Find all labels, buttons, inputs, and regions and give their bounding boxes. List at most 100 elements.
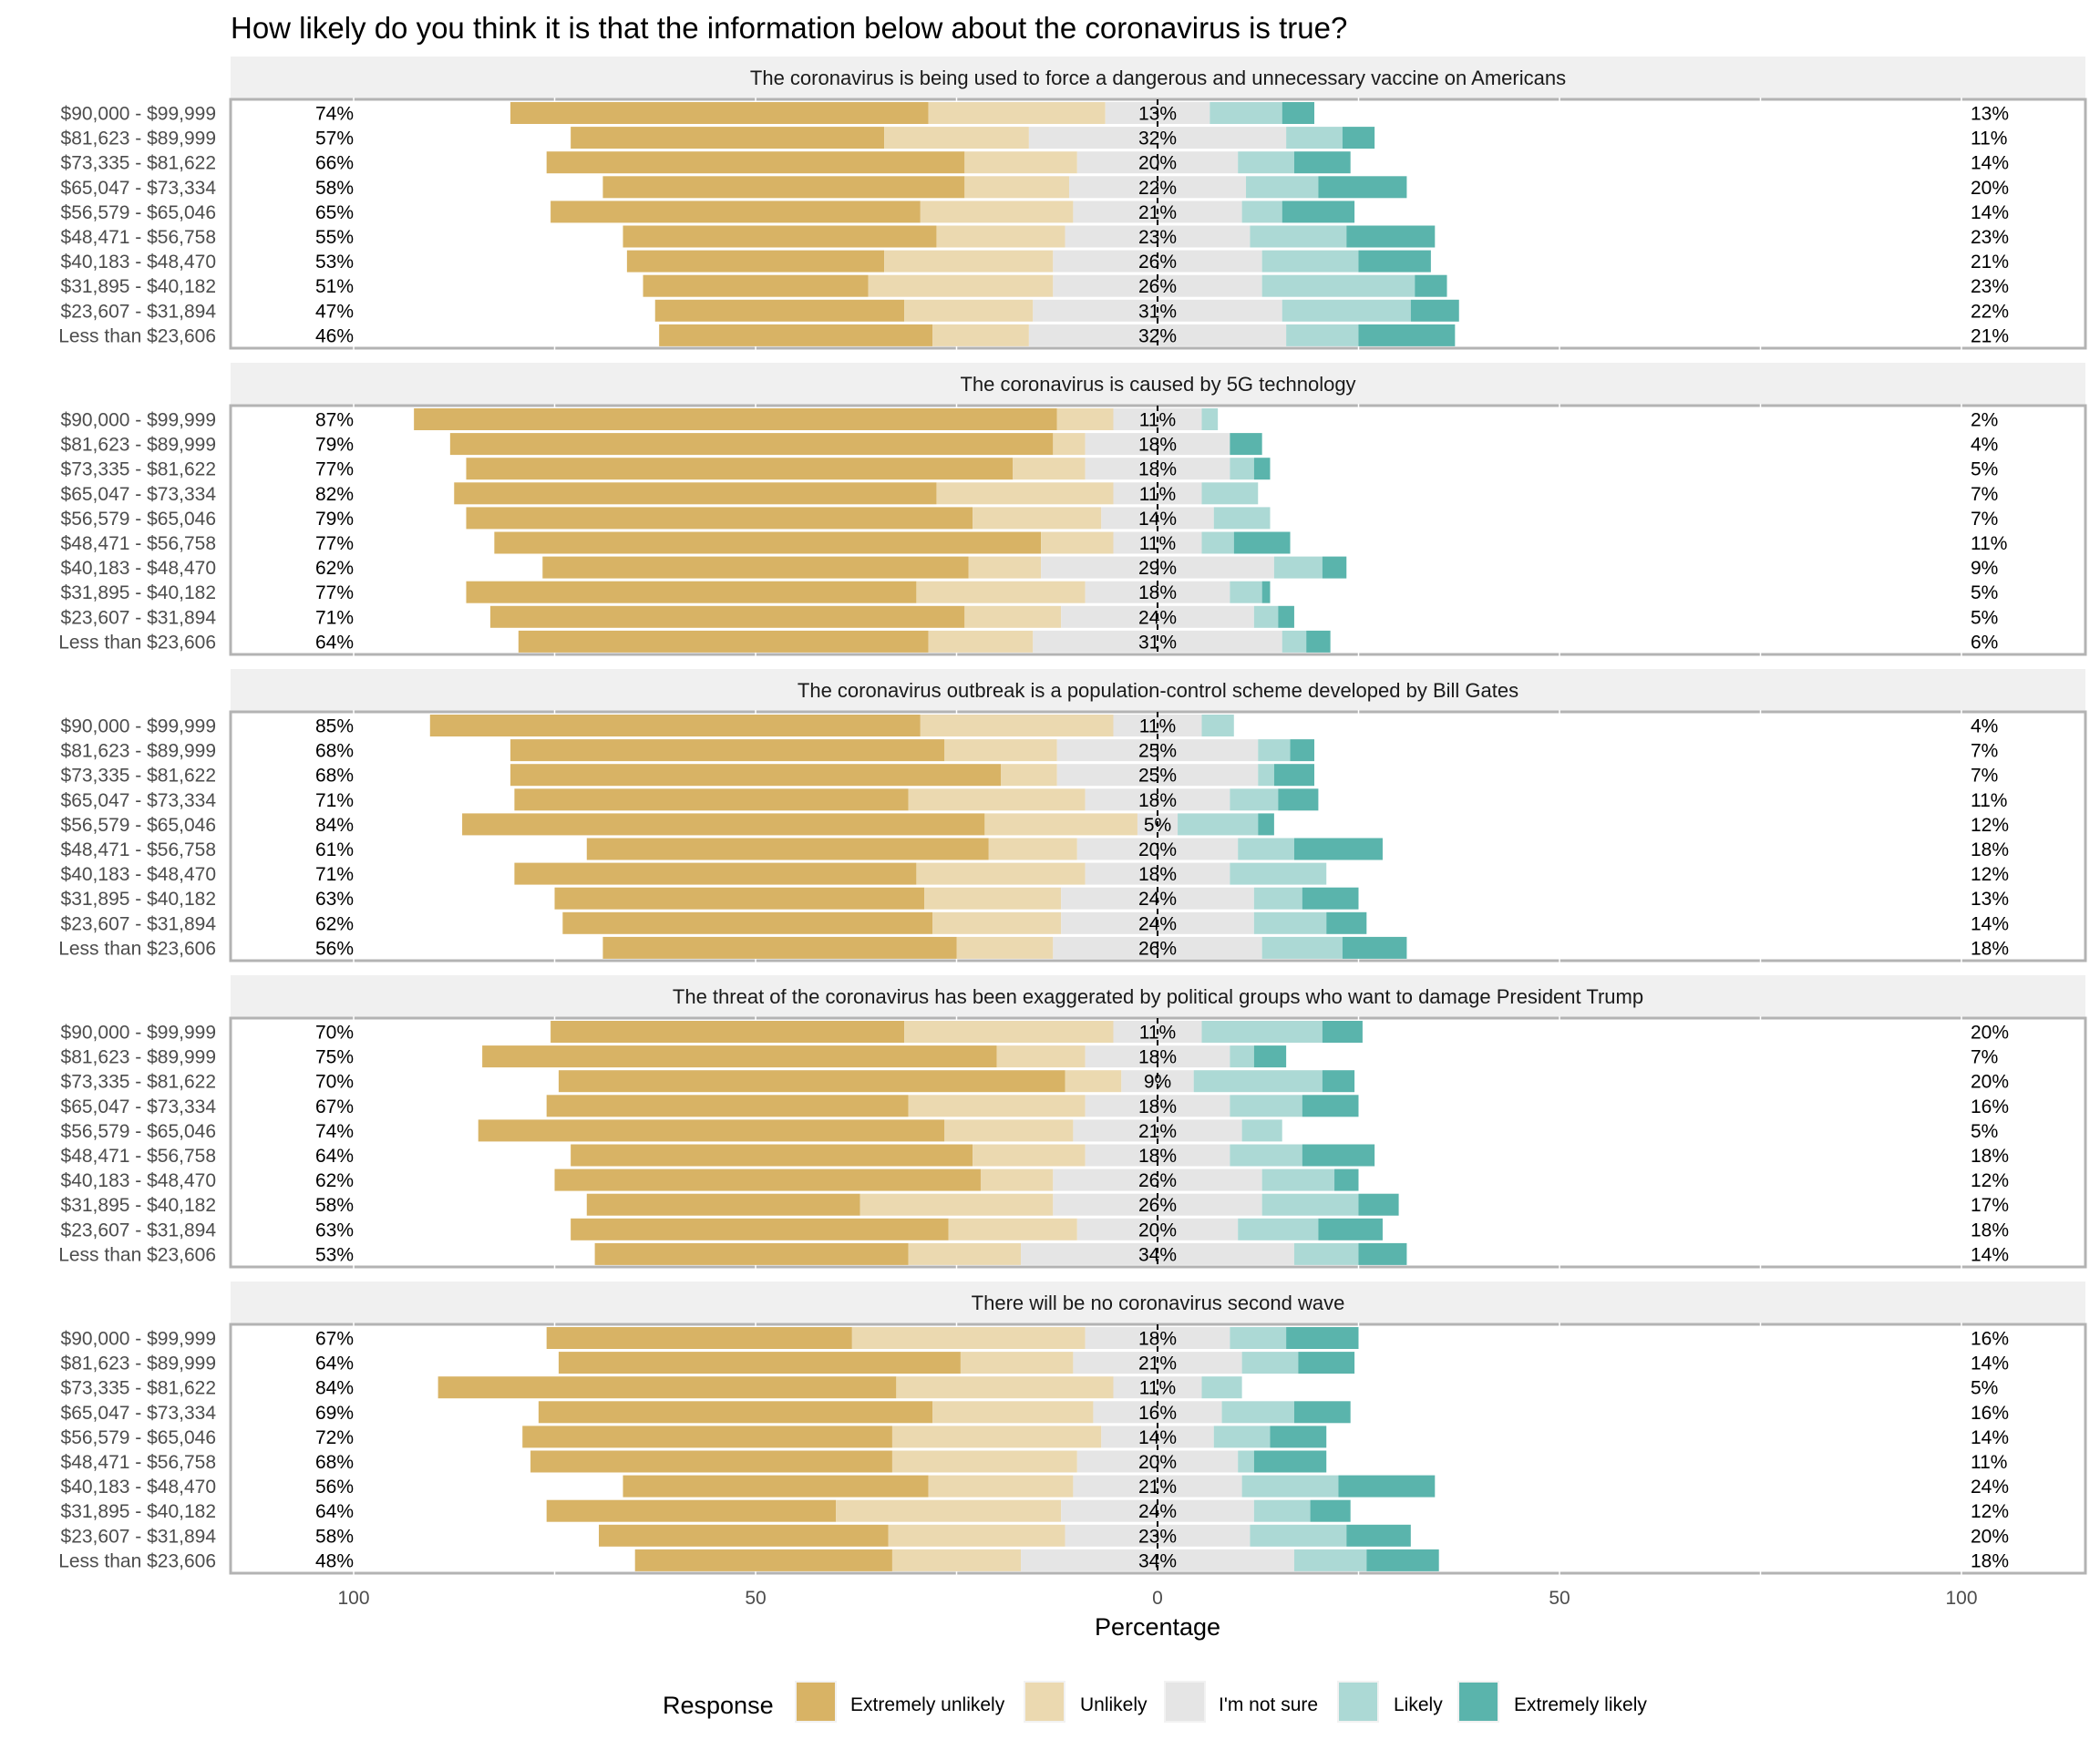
bar-row xyxy=(478,1119,1282,1142)
right-percent-label: 14% xyxy=(1971,1244,2009,1265)
bar-row xyxy=(546,1327,1359,1349)
bar-segment-unlikely xyxy=(908,788,1086,811)
bar-segment-unlikely xyxy=(928,630,1034,653)
y-axis-label: $40,183 - $48,470 xyxy=(61,864,216,885)
bar-row xyxy=(586,1193,1399,1216)
bar-segment-unlikely xyxy=(891,1450,1077,1473)
right-percent-label: 7% xyxy=(1971,741,1998,762)
legend: Response Extremely unlikely Unlikely I'm n… xyxy=(663,1681,1647,1723)
bar-segment-likely xyxy=(1241,1352,1299,1374)
right-percent-label: 23% xyxy=(1971,276,2009,297)
bar-segment-unlikely xyxy=(891,1549,1022,1571)
left-percent-label: 47% xyxy=(315,301,354,322)
bar-segment-extremely-unlikely xyxy=(466,507,973,530)
bar-segment-extremely-unlikely xyxy=(510,739,945,762)
bar-row xyxy=(510,102,1314,124)
left-percent-label: 70% xyxy=(315,1072,354,1093)
bar-segment-extremely-unlikely xyxy=(571,1144,973,1167)
bar-segment-unlikely xyxy=(964,605,1062,628)
left-percent-label: 57% xyxy=(315,129,354,149)
left-percent-label: 79% xyxy=(315,435,354,456)
center-percent-label: 18% xyxy=(1138,1146,1177,1167)
bar-segment-extremely-likely xyxy=(1342,936,1407,959)
bar-segment-likely xyxy=(1201,715,1234,736)
left-percent-label: 58% xyxy=(315,178,354,199)
bar-segment-likely xyxy=(1230,458,1254,480)
left-percent-label: 64% xyxy=(315,1146,354,1167)
bar-row xyxy=(414,408,1219,430)
bar-row xyxy=(546,1499,1351,1522)
bar-row xyxy=(429,715,1234,736)
bar-segment-likely xyxy=(1238,151,1294,174)
right-percent-label: 18% xyxy=(1971,1146,2009,1167)
bar-segment-extremely-likely xyxy=(1342,127,1375,149)
bar-row xyxy=(634,1549,1439,1571)
y-axis-label: $81,623 - $89,999 xyxy=(61,741,216,762)
right-percent-label: 20% xyxy=(1971,1526,2009,1547)
facet-strip xyxy=(231,1282,2085,1324)
bar-segment-extremely-likely xyxy=(1253,458,1271,480)
bar-segment-extremely-unlikely xyxy=(554,1168,981,1191)
right-percent-label: 4% xyxy=(1971,716,1998,737)
bar-segment-unlikely xyxy=(896,1376,1114,1399)
facet-panel: The coronavirus is caused by 5G technolo… xyxy=(58,363,2087,656)
left-percent-label: 65% xyxy=(315,202,354,223)
bar-segment-extremely-likely xyxy=(1286,1327,1359,1349)
bar-segment-unlikely xyxy=(932,911,1062,934)
bar-segment-extremely-unlikely xyxy=(558,1352,961,1374)
y-axis-label: $23,607 - $31,894 xyxy=(61,301,217,322)
right-percent-label: 18% xyxy=(1971,1550,2009,1571)
y-axis-label: Less than $23,606 xyxy=(58,1244,216,1265)
center-percent-label: 25% xyxy=(1138,741,1177,762)
bar-segment-extremely-likely xyxy=(1358,1193,1399,1216)
bar-segment-extremely-likely xyxy=(1273,764,1314,787)
y-axis-label: $23,607 - $31,894 xyxy=(61,913,217,934)
bar-segment-extremely-likely xyxy=(1282,201,1355,223)
facet-strip xyxy=(231,669,2085,712)
right-percent-label: 23% xyxy=(1971,227,2009,248)
right-percent-label: 20% xyxy=(1971,1072,2009,1093)
bar-segment-likely xyxy=(1253,605,1279,628)
y-axis-label: $56,579 - $65,046 xyxy=(61,202,216,223)
center-percent-label: 11% xyxy=(1139,533,1176,554)
y-axis-label: $56,579 - $65,046 xyxy=(61,1427,216,1448)
left-percent-label: 58% xyxy=(315,1195,354,1216)
bar-segment-extremely-unlikely xyxy=(571,1218,949,1240)
bar-row xyxy=(571,1218,1383,1240)
left-percent-label: 68% xyxy=(315,741,354,762)
right-percent-label: 11% xyxy=(1971,129,2007,149)
y-axis-label: $73,335 - $81,622 xyxy=(61,459,216,480)
y-axis-label: $56,579 - $65,046 xyxy=(61,815,216,836)
right-percent-label: 16% xyxy=(1971,1403,2009,1424)
bar-row xyxy=(522,1426,1327,1448)
bar-row xyxy=(626,250,1431,273)
right-percent-label: 4% xyxy=(1971,435,1998,456)
bar-segment-extremely-likely xyxy=(1334,1168,1359,1191)
bar-segment-extremely-unlikely xyxy=(482,1045,997,1068)
y-axis-label: $56,579 - $65,046 xyxy=(61,509,216,530)
bar-segment-unlikely xyxy=(960,1352,1074,1374)
facet-panel: The coronavirus outbreak is a population… xyxy=(58,669,2087,962)
left-percent-label: 51% xyxy=(315,276,354,297)
bar-segment-extremely-unlikely xyxy=(623,1475,929,1498)
y-axis-label: $23,607 - $31,894 xyxy=(61,1220,217,1240)
bar-segment-extremely-unlikely xyxy=(586,1193,860,1216)
bar-segment-likely xyxy=(1193,1070,1323,1093)
bar-segment-extremely-unlikely xyxy=(449,433,1054,456)
bar-row xyxy=(538,1401,1351,1424)
y-axis-label: $90,000 - $99,999 xyxy=(61,1329,216,1350)
bar-segment-likely xyxy=(1282,630,1307,653)
bar-segment-unlikely xyxy=(904,299,1034,322)
y-axis-label: $31,895 - $40,182 xyxy=(61,276,216,297)
center-percent-label: 21% xyxy=(1138,1354,1177,1374)
bar-segment-extremely-likely xyxy=(1230,433,1262,456)
right-percent-label: 14% xyxy=(1971,1427,2009,1448)
bar-segment-unlikely xyxy=(868,274,1054,297)
bar-segment-extremely-unlikely xyxy=(602,936,957,959)
bar-segment-likely xyxy=(1261,1193,1359,1216)
bar-segment-extremely-unlikely xyxy=(454,482,937,505)
right-percent-label: 22% xyxy=(1971,301,2009,322)
bar-row xyxy=(571,1144,1375,1167)
bar-segment-extremely-unlikely xyxy=(623,225,937,248)
bar-segment-extremely-likely xyxy=(1346,1524,1411,1547)
